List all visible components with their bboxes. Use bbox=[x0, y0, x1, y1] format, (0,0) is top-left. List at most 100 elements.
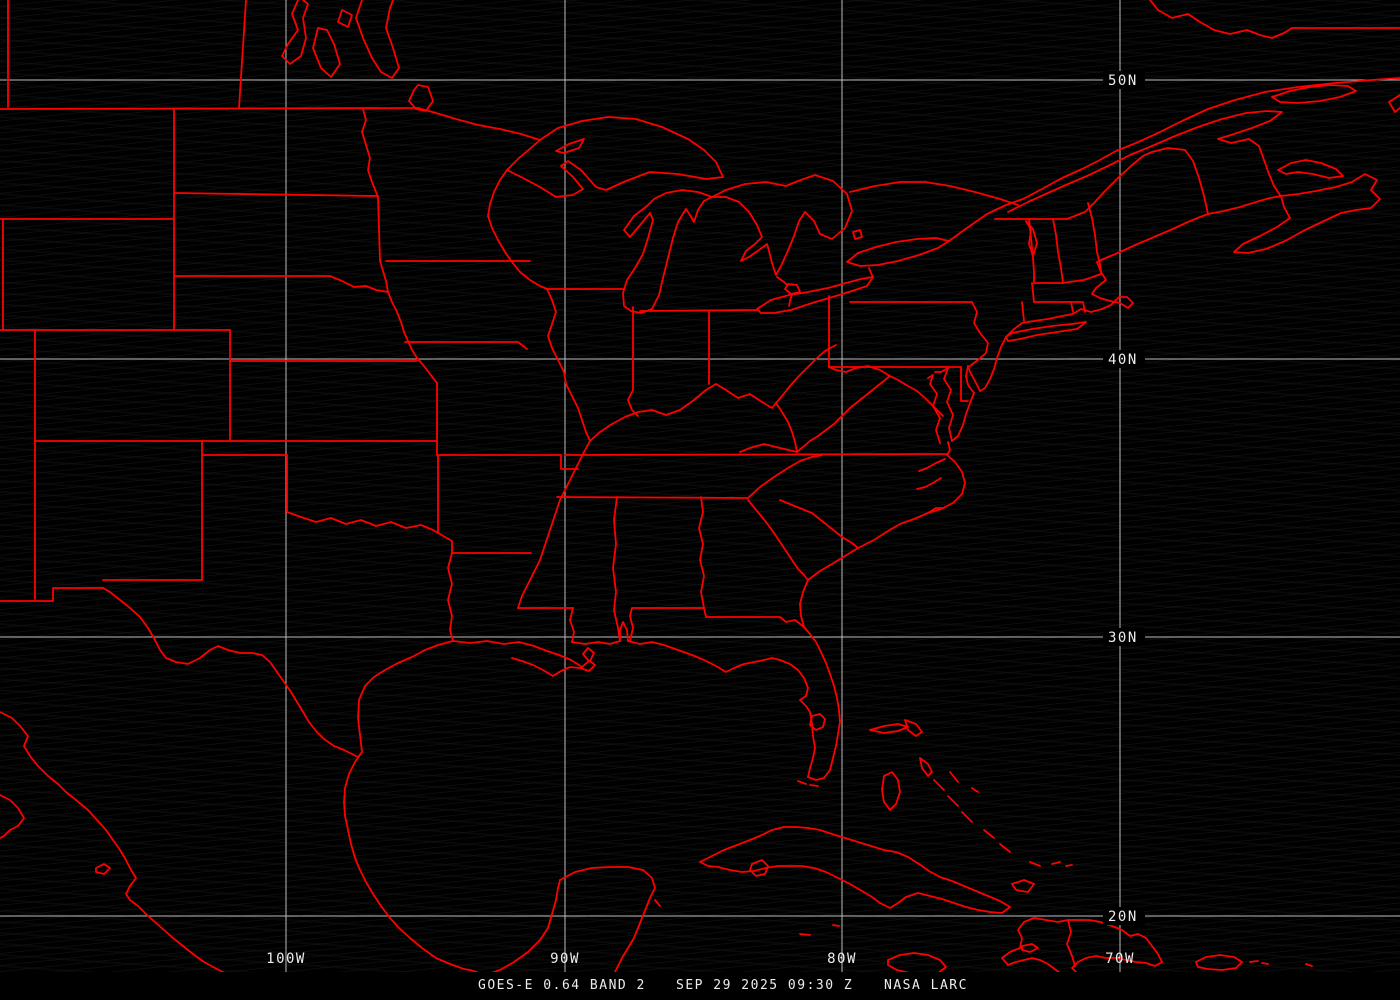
nh-me-border bbox=[1087, 202, 1102, 273]
campeche-coast bbox=[469, 879, 561, 976]
albemarle-sound bbox=[918, 458, 946, 472]
nova-scotia bbox=[1233, 173, 1381, 254]
maine-coast bbox=[1096, 213, 1209, 273]
mi-south-border bbox=[639, 309, 758, 312]
ma-west-border bbox=[1031, 282, 1035, 303]
ma-north-border bbox=[1033, 273, 1102, 284]
acklins-island bbox=[999, 843, 1011, 853]
sk-mb-border bbox=[238, 0, 247, 109]
cat-island bbox=[949, 771, 959, 783]
sabine-river bbox=[447, 552, 454, 642]
exuma-cays-2 bbox=[947, 795, 959, 807]
cuba bbox=[699, 826, 1011, 914]
pearl-river bbox=[569, 607, 575, 643]
sc-coast bbox=[807, 547, 859, 581]
newfoundland-tip bbox=[1388, 94, 1400, 113]
lake-ontario bbox=[846, 237, 950, 267]
big-sandy-river bbox=[775, 402, 798, 453]
lake-erie bbox=[756, 276, 874, 314]
isla-de-la-juventud bbox=[749, 859, 769, 877]
andros-island bbox=[881, 771, 901, 811]
red-river-north bbox=[361, 108, 379, 198]
isle-royale bbox=[555, 138, 585, 154]
abaco-island bbox=[904, 719, 923, 737]
virgin-islands-2 bbox=[1261, 962, 1269, 965]
ile-de-la-gonave bbox=[1021, 943, 1039, 953]
us-canada-ne-border bbox=[994, 147, 1209, 220]
la-coast-delta bbox=[452, 640, 596, 677]
ms-al-border bbox=[612, 496, 621, 642]
jamaica bbox=[887, 952, 947, 976]
lake-winnipeg bbox=[355, 0, 400, 79]
lake-michigan bbox=[622, 189, 713, 314]
rio-grande bbox=[102, 587, 363, 758]
turks-caicos-1 bbox=[1051, 861, 1061, 865]
great-inagua bbox=[1011, 879, 1035, 893]
ottawa-river bbox=[849, 181, 1019, 206]
san-salvador-island bbox=[971, 787, 979, 793]
nd-sd-border bbox=[173, 192, 379, 197]
lake-of-the-woods bbox=[408, 84, 434, 112]
mississippi-river-lower bbox=[517, 440, 591, 609]
nm-mexico-border bbox=[0, 587, 104, 602]
delaware-bay-west-shore bbox=[965, 365, 975, 394]
baja-california-tip bbox=[0, 794, 25, 839]
mexico-gulf-coast bbox=[343, 751, 471, 971]
delmarva-coast bbox=[951, 392, 975, 442]
lat-label-backing-20n bbox=[1103, 907, 1145, 925]
big-sioux-river bbox=[379, 260, 389, 293]
virgin-islands-1 bbox=[1249, 960, 1259, 963]
anguilla-st-martin bbox=[1305, 963, 1313, 967]
missouri-river-ne-ia bbox=[387, 291, 438, 384]
lat-label-backing-40n bbox=[1103, 350, 1145, 368]
lon-label-90w: 90W bbox=[550, 951, 580, 967]
new-england-coast bbox=[1005, 271, 1134, 338]
vt-nh-border bbox=[1052, 218, 1064, 284]
st-lawrence-north-shore bbox=[948, 77, 1400, 242]
haiti-dr-border bbox=[1066, 919, 1076, 967]
ohio-river bbox=[589, 344, 837, 442]
turks-caicos-2 bbox=[1065, 864, 1073, 867]
grand-cayman bbox=[799, 933, 811, 936]
eleuthera-island bbox=[919, 757, 933, 777]
nc-outer-banks bbox=[927, 441, 966, 514]
texas-coast bbox=[357, 640, 454, 753]
red-river-south bbox=[286, 511, 439, 534]
mn-sd-border bbox=[377, 196, 381, 262]
de-md-border bbox=[960, 366, 969, 402]
ri-ct-border bbox=[1070, 301, 1074, 313]
crooked-island bbox=[983, 829, 995, 839]
ar-mo-border bbox=[436, 454, 579, 470]
tx-ar-corner bbox=[437, 532, 453, 554]
fl-east-coast bbox=[803, 626, 841, 781]
pamlico-sound bbox=[916, 477, 942, 490]
anticosti-island bbox=[1271, 84, 1357, 104]
ga-sc-savannah-river bbox=[747, 499, 809, 581]
lake-okeechobee bbox=[809, 713, 826, 731]
nc-sc-border bbox=[779, 499, 859, 549]
yucatan-north-coast bbox=[559, 866, 644, 881]
mexico-pacific-coast bbox=[0, 711, 281, 1000]
lat-label-backing-50n bbox=[1103, 71, 1145, 89]
us-canada-49n-border bbox=[0, 107, 419, 110]
fl-ga-al-border bbox=[629, 607, 805, 642]
new-brunswick-fundy-coast bbox=[1207, 195, 1282, 215]
long-island-bahamas bbox=[961, 811, 973, 823]
lake-champlain bbox=[1025, 220, 1038, 257]
cayman-brac bbox=[832, 924, 840, 927]
lake-simcoe bbox=[852, 229, 863, 240]
chesapeake-bay-west bbox=[927, 374, 941, 444]
ct-ny-border bbox=[1021, 301, 1025, 322]
mississippi-river-upper bbox=[546, 288, 591, 442]
grand-bahama bbox=[869, 723, 909, 734]
tn-nc-border bbox=[747, 454, 823, 499]
lat-label-20n: 20N bbox=[1108, 909, 1138, 925]
florida-keys-east bbox=[809, 784, 819, 787]
fl-west-coast bbox=[627, 640, 816, 778]
lon-label-100w: 100W bbox=[266, 951, 306, 967]
al-ga-chattahoochee bbox=[698, 496, 705, 609]
ky-va-border bbox=[739, 443, 798, 453]
lon-label-80w: 80W bbox=[827, 951, 857, 967]
ga-coast bbox=[799, 579, 809, 628]
